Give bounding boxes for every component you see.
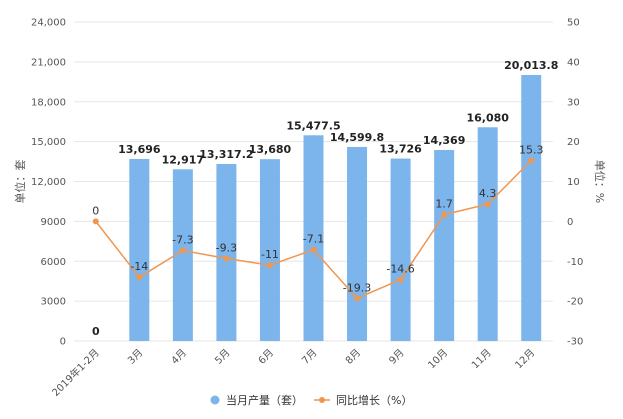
line-value-label: 15.3 <box>519 143 544 156</box>
y2-tick-label: 0 <box>567 217 573 228</box>
y-tick-label: 12,000 <box>31 177 66 188</box>
x-tick-label: 6月 <box>256 347 276 367</box>
y2-tick-label: 50 <box>567 18 580 29</box>
line-value-label: 4.3 <box>479 187 497 200</box>
legend-bar-swatch <box>211 396 220 405</box>
y-tick-label: 18,000 <box>31 97 66 108</box>
line-value-label: 0 <box>92 204 99 217</box>
legend-line-dot <box>319 397 325 403</box>
bar <box>478 127 498 341</box>
x-tick-label: 5月 <box>212 347 232 367</box>
x-tick-label: 3月 <box>125 347 145 367</box>
x-tick-label: 12月 <box>513 347 538 372</box>
y2-tick-label: -10 <box>567 257 583 268</box>
line-point <box>223 255 229 261</box>
bar-value-label: 12,917 <box>162 153 204 166</box>
x-tick-label: 11月 <box>469 347 494 372</box>
legend-bar-label: 当月产量（套） <box>226 393 303 407</box>
y2-tick-label: -30 <box>567 337 583 348</box>
legend-line-label: 同比增长（%） <box>336 393 412 407</box>
y2-tick-label: -20 <box>567 297 583 308</box>
bar-value-label: 14,599.8 <box>330 131 384 144</box>
line-point <box>441 212 447 218</box>
y-axis-right: -30 -20 -10 0 10 20 30 40 50 <box>567 18 583 348</box>
line-point <box>398 277 404 283</box>
y-tick-label: 3000 <box>41 297 66 308</box>
line-point <box>311 247 317 253</box>
line-point <box>267 262 273 268</box>
bar <box>434 150 454 341</box>
y-tick-label: 15,000 <box>31 137 66 148</box>
y-tick-label: 24,000 <box>31 18 66 29</box>
y-tick-label: 0 <box>60 337 66 348</box>
x-tick-label: 8月 <box>343 347 363 367</box>
y2-tick-label: 20 <box>567 137 580 148</box>
line-point <box>528 157 534 163</box>
bar <box>521 75 541 341</box>
legend: 当月产量（套） 同比增长（%） <box>211 393 413 407</box>
y-axis-left: 0 3000 6000 9000 12,000 15,000 18,000 21,000 24,… <box>31 18 66 348</box>
bar-value-label: 16,080 <box>466 111 509 124</box>
bar-value-label: 0 <box>92 325 100 338</box>
y-axis-right-title: 单位：% <box>593 160 607 203</box>
y-axis-left-title: 单位：套 <box>13 160 27 204</box>
line-value-label: 1.7 <box>435 198 453 211</box>
x-tick-label: 4月 <box>169 347 189 367</box>
line-value-label: -14.6 <box>386 263 414 276</box>
bar <box>129 159 149 341</box>
y2-tick-label: 30 <box>567 97 580 108</box>
line-value-label: -7.1 <box>303 233 324 246</box>
x-tick-label: 10月 <box>426 347 451 372</box>
line-point <box>180 247 186 253</box>
bar-value-label: 13,317.2 <box>199 148 253 161</box>
x-axis: 2019年1-2月 3月 4月 5月 6月 7月 8月 9月 10月 11月 12月 <box>49 346 537 399</box>
bar <box>347 147 367 341</box>
line-value-label: -14 <box>130 260 148 273</box>
line-value-label: -7.3 <box>172 233 193 246</box>
y-tick-label: 9000 <box>41 217 66 228</box>
line-value-label: -19.3 <box>343 281 371 294</box>
bar-value-label: 13,680 <box>249 143 292 156</box>
y-tick-label: 6000 <box>41 257 66 268</box>
x-tick-label: 7月 <box>300 347 320 367</box>
bar-value-label: 14,369 <box>423 134 465 147</box>
bar-value-label: 13,726 <box>379 143 422 156</box>
line-point <box>485 201 491 207</box>
bar-value-label: 20,013.8 <box>504 59 558 72</box>
x-tick-label: 2019年1-2月 <box>49 346 102 399</box>
y-tick-label: 21,000 <box>31 57 66 68</box>
bar <box>391 159 411 341</box>
line-point <box>93 218 99 224</box>
y2-tick-label: 40 <box>567 57 580 68</box>
y2-tick-label: 10 <box>567 177 580 188</box>
line-point <box>136 274 142 280</box>
line-point <box>354 295 360 301</box>
line-value-label: -9.3 <box>216 241 237 254</box>
bar-value-label: 13,696 <box>118 143 161 156</box>
line-value-label: -11 <box>261 248 279 261</box>
x-tick-label: 9月 <box>387 347 407 367</box>
